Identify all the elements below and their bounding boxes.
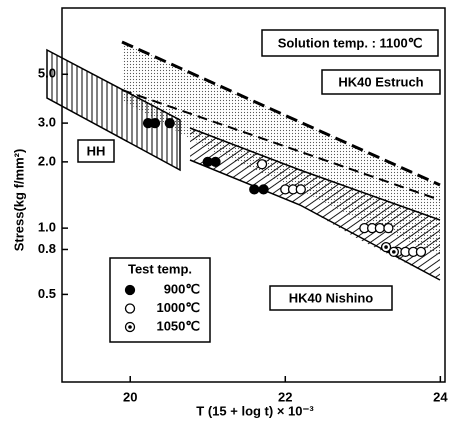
- annotation: HK40 Estruch: [338, 74, 423, 89]
- y-axis-label: Stress(kg f/mm²): [11, 149, 26, 252]
- annotation-box: [321, 69, 441, 95]
- legend-label: 900℃: [164, 281, 200, 296]
- point: [374, 222, 386, 234]
- point: [149, 117, 161, 129]
- estruch-lower: [121, 89, 441, 201]
- legend-label: 1000℃: [156, 300, 200, 315]
- point-dot: [384, 245, 388, 249]
- y-tick-label: 2.0: [38, 153, 56, 168]
- point: [383, 222, 394, 234]
- point: [256, 159, 268, 170]
- point-dot: [392, 250, 396, 254]
- point: [415, 246, 427, 258]
- point: [295, 184, 306, 195]
- point: [210, 156, 221, 168]
- annotation-box: [77, 139, 115, 163]
- nishino-upper: [189, 127, 441, 221]
- y-tick-label: 0.8: [38, 241, 56, 256]
- annotation-box: [261, 29, 439, 57]
- y-tick-label: 0.5: [38, 286, 56, 301]
- estruch-upper: [121, 40, 441, 187]
- y-tick-label: 5.0: [38, 66, 56, 81]
- legend-label: 1050℃: [156, 318, 200, 333]
- x-tick-label: 24: [433, 389, 448, 404]
- y-tick-label: 1.0: [38, 220, 56, 235]
- y-tick-label: 3.0: [38, 115, 56, 130]
- annotation: HK40 Nishino: [289, 290, 374, 305]
- x-axis-label: T (15 + log t) × 10⁻³: [196, 403, 314, 418]
- point-dot: [128, 325, 132, 329]
- annotation: Solution temp. : 1100℃: [278, 35, 423, 50]
- x-tick-label: 22: [278, 389, 292, 404]
- legend-marker: [124, 284, 136, 296]
- legend-title: Test temp.: [128, 261, 192, 276]
- plot-frame: [61, 7, 446, 383]
- nishino-band: [190, 128, 440, 280]
- annotation-box: [269, 285, 393, 311]
- x-tick-label: 20: [123, 389, 137, 404]
- hh-band: [46, 48, 181, 172]
- annotation: HH: [87, 143, 106, 158]
- point: [164, 117, 175, 129]
- point: [258, 184, 269, 195]
- point: [249, 184, 260, 195]
- legend-marker: [124, 303, 136, 314]
